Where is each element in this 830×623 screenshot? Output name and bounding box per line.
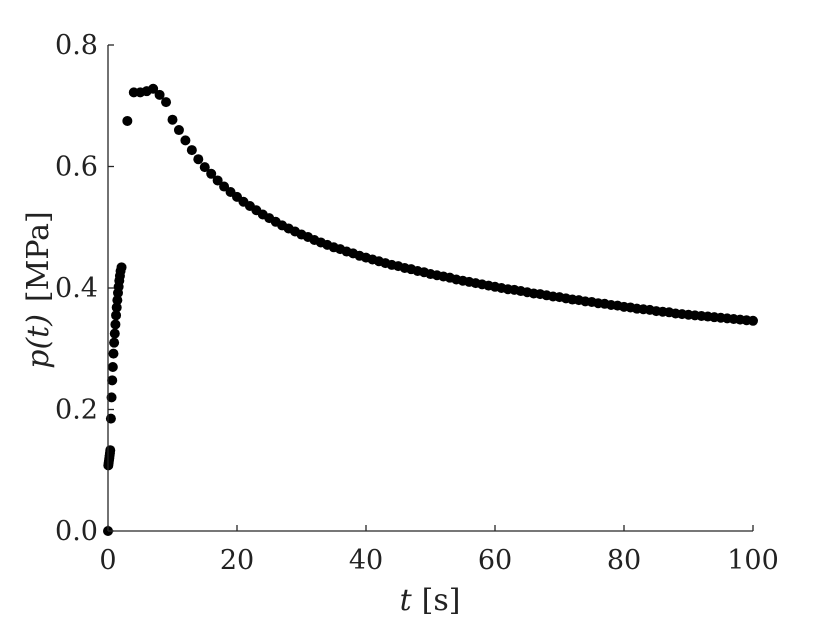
data-point (110, 319, 121, 330)
y-tick-label: 0.2 (55, 395, 98, 426)
x-tick-label: 0 (99, 545, 116, 576)
x-ticks: 0 20 40 60 80 100 (99, 525, 779, 576)
y-tick-label: 0.6 (55, 152, 98, 183)
data-point (161, 97, 172, 108)
data-point (107, 375, 118, 386)
data-point (111, 310, 122, 321)
data-point (109, 328, 120, 339)
x-tick-label: 20 (220, 545, 254, 576)
data-point (122, 115, 133, 126)
data-point (116, 262, 127, 273)
x-tick-label: 60 (478, 545, 512, 576)
data-point (107, 361, 118, 372)
y-tick-label: 0.4 (55, 273, 98, 304)
x-tick-label: 100 (727, 545, 779, 576)
x-tick-label: 80 (607, 545, 641, 576)
data-point (106, 392, 117, 403)
data-point (112, 295, 123, 306)
data-point (193, 154, 204, 165)
y-tick-label: 0.8 (55, 30, 98, 61)
data-point (206, 168, 217, 179)
data-point (167, 114, 178, 125)
y-tick-label: 0.0 (55, 516, 98, 547)
scatter-points (103, 83, 758, 536)
data-point (180, 135, 191, 146)
x-axis-label-unit: [s] (422, 583, 461, 618)
y-ticks: 0.0 0.2 0.4 0.6 0.8 (55, 30, 114, 547)
data-point (108, 348, 119, 359)
data-point (109, 337, 120, 348)
data-point (148, 83, 159, 94)
data-point (105, 445, 116, 456)
data-point (748, 315, 758, 326)
data-point (111, 302, 122, 313)
y-axis-label-variable: p(t) (21, 314, 56, 369)
x-axis-label: t [s] (400, 583, 461, 618)
y-axis-label-unit: [MPa] (21, 211, 56, 302)
x-axis-label-variable: t (400, 583, 413, 618)
y-axis-label: p(t) [MPa] (21, 211, 56, 369)
data-point (154, 89, 165, 100)
data-point (186, 145, 197, 156)
data-point (199, 162, 210, 173)
x-tick-label: 40 (349, 545, 383, 576)
data-point (173, 125, 184, 136)
data-point (212, 175, 223, 186)
